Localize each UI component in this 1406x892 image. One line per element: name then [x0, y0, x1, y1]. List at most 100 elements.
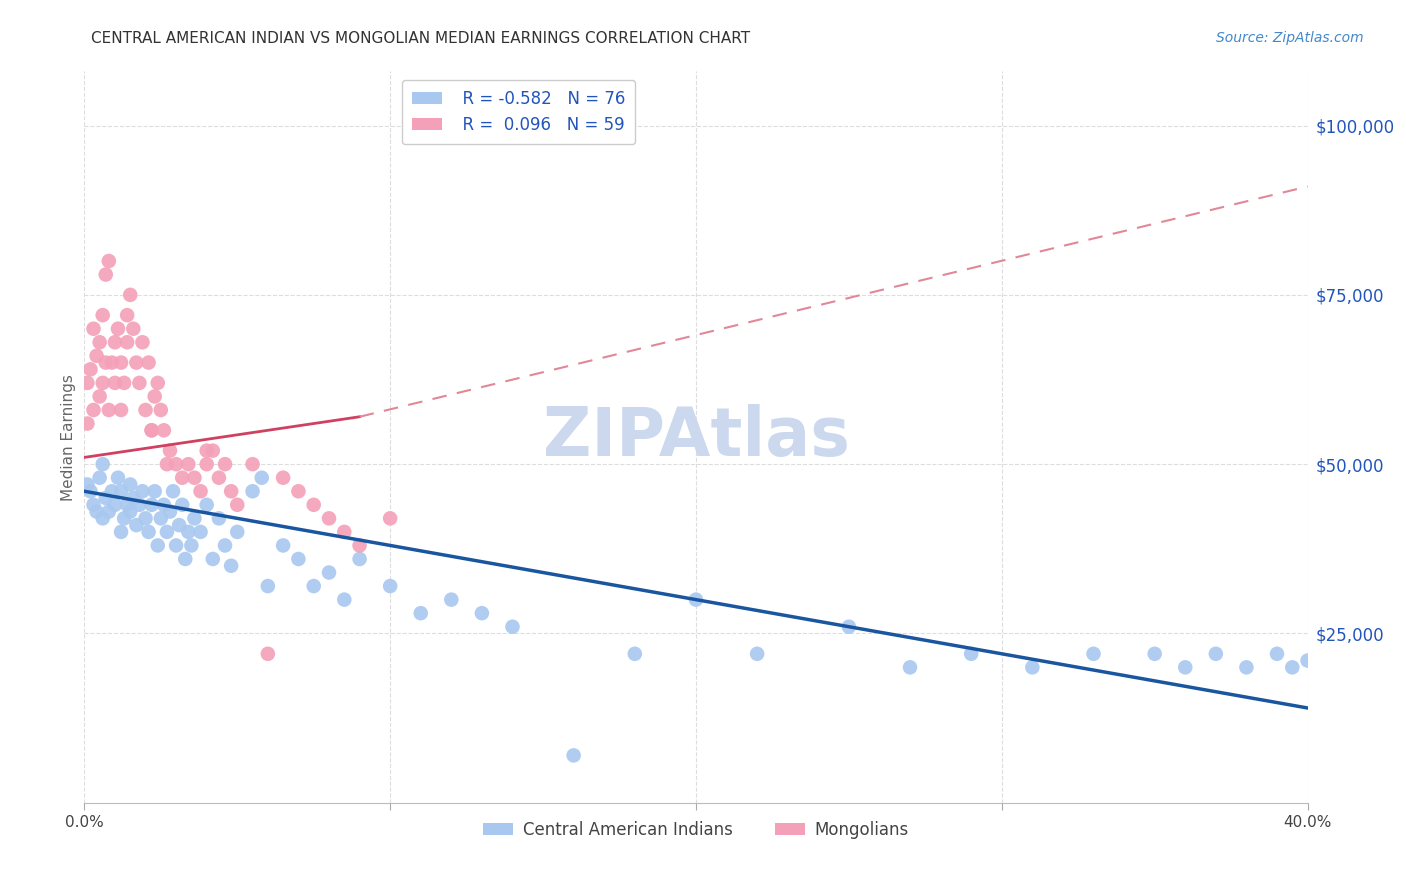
Point	[115, 308, 138, 322]
Point	[219, 558, 242, 573]
Point	[91, 376, 114, 390]
Point	[287, 552, 309, 566]
Point	[89, 389, 111, 403]
Point	[115, 335, 138, 350]
Point	[125, 518, 148, 533]
Point	[190, 524, 212, 539]
Point	[94, 268, 117, 282]
Point	[1265, 647, 1288, 661]
Point	[190, 484, 212, 499]
Point	[1174, 660, 1197, 674]
Point	[380, 579, 402, 593]
Point	[76, 477, 98, 491]
Point	[122, 322, 145, 336]
Point	[79, 362, 101, 376]
Point	[94, 491, 117, 505]
Point	[112, 511, 135, 525]
Point	[250, 471, 273, 485]
Point	[409, 606, 432, 620]
Point	[165, 457, 187, 471]
Point	[898, 660, 921, 674]
Point	[333, 524, 356, 539]
Point	[76, 417, 98, 431]
Point	[349, 552, 371, 566]
Point	[318, 566, 340, 580]
Point	[1205, 647, 1227, 661]
Point	[135, 403, 157, 417]
Point	[471, 606, 494, 620]
Point	[349, 538, 371, 552]
Point	[101, 484, 124, 499]
Point	[104, 498, 127, 512]
Point	[162, 484, 184, 499]
Point	[110, 524, 132, 539]
Point	[1236, 660, 1258, 674]
Point	[214, 538, 236, 552]
Point	[143, 484, 166, 499]
Point	[89, 335, 111, 350]
Text: ZIPAtlas: ZIPAtlas	[543, 404, 849, 470]
Point	[101, 355, 124, 369]
Point	[110, 403, 132, 417]
Point	[195, 457, 218, 471]
Point	[838, 620, 860, 634]
Point	[153, 423, 176, 437]
Point	[83, 498, 105, 512]
Point	[138, 355, 160, 369]
Y-axis label: Median Earnings: Median Earnings	[60, 374, 76, 500]
Point	[97, 505, 120, 519]
Point	[104, 335, 127, 350]
Point	[271, 471, 294, 485]
Point	[91, 308, 114, 322]
Point	[141, 498, 163, 512]
Point	[195, 443, 218, 458]
Point	[1083, 647, 1105, 661]
Point	[1296, 654, 1319, 668]
Point	[104, 376, 127, 390]
Point	[128, 498, 150, 512]
Point	[440, 592, 463, 607]
Point	[120, 288, 142, 302]
Point	[183, 471, 205, 485]
Point	[172, 498, 194, 512]
Point	[208, 511, 231, 525]
Point	[97, 403, 120, 417]
Point	[318, 511, 340, 525]
Point	[149, 511, 172, 525]
Point	[156, 457, 179, 471]
Point	[159, 443, 181, 458]
Point	[112, 376, 135, 390]
Point	[1143, 647, 1166, 661]
Point	[242, 457, 264, 471]
Point	[208, 471, 231, 485]
Legend: Central American Indians, Mongolians: Central American Indians, Mongolians	[477, 814, 915, 846]
Point	[97, 254, 120, 268]
Point	[165, 538, 187, 552]
Point	[747, 647, 769, 661]
Point	[110, 484, 132, 499]
Point	[115, 498, 138, 512]
Point	[960, 647, 983, 661]
Point	[257, 579, 280, 593]
Point	[125, 355, 148, 369]
Point	[153, 498, 176, 512]
Point	[159, 505, 181, 519]
Point	[172, 471, 194, 485]
Point	[149, 403, 172, 417]
Point	[214, 457, 236, 471]
Point	[120, 505, 142, 519]
Point	[141, 423, 163, 437]
Point	[242, 484, 264, 499]
Point	[143, 389, 166, 403]
Point	[226, 524, 249, 539]
Point	[624, 647, 647, 661]
Point	[94, 355, 117, 369]
Point	[180, 538, 202, 552]
Point	[156, 524, 179, 539]
Point	[302, 579, 325, 593]
Point	[141, 423, 163, 437]
Text: CENTRAL AMERICAN INDIAN VS MONGOLIAN MEDIAN EARNINGS CORRELATION CHART: CENTRAL AMERICAN INDIAN VS MONGOLIAN MED…	[91, 31, 751, 46]
Point	[380, 511, 402, 525]
Point	[86, 349, 108, 363]
Point	[83, 403, 105, 417]
